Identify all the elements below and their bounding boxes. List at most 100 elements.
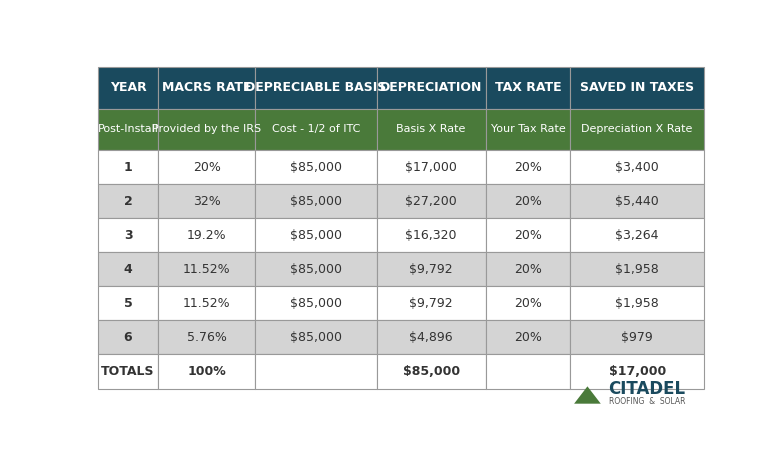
Text: $85,000: $85,000 [290, 229, 342, 242]
Bar [377, 184, 486, 218]
Text: $9,792: $9,792 [409, 263, 453, 276]
Bar [486, 355, 571, 388]
Bar [159, 109, 256, 150]
Text: $27,200: $27,200 [405, 195, 457, 208]
Text: $85,000: $85,000 [290, 263, 342, 276]
Text: $1,958: $1,958 [615, 263, 659, 276]
Text: $85,000: $85,000 [290, 331, 342, 344]
Text: MACRS RATE: MACRS RATE [162, 82, 252, 94]
Text: 20%: 20% [514, 195, 542, 208]
Bar [486, 252, 571, 287]
Text: 20%: 20% [514, 161, 542, 174]
Bar [377, 109, 486, 150]
Bar [486, 320, 571, 355]
Text: $17,000: $17,000 [405, 161, 457, 174]
Bar [486, 287, 571, 320]
Text: 11.52%: 11.52% [183, 297, 231, 310]
Text: DEPRECIABLE BASIS: DEPRECIABLE BASIS [246, 82, 386, 94]
Text: $16,320: $16,320 [405, 229, 457, 242]
Text: $9,792: $9,792 [409, 297, 453, 310]
Text: ROOFING  &  SOLAR: ROOFING & SOLAR [609, 397, 686, 406]
Bar [571, 320, 704, 355]
Bar [377, 150, 486, 184]
Text: DEPRECIATION: DEPRECIATION [380, 82, 482, 94]
Text: 5: 5 [124, 297, 132, 310]
Bar [98, 218, 159, 252]
Text: $85,000: $85,000 [290, 161, 342, 174]
Text: $17,000: $17,000 [608, 365, 665, 378]
Bar [377, 218, 486, 252]
Text: Cost - 1/2 of ITC: Cost - 1/2 of ITC [271, 124, 361, 135]
Text: 20%: 20% [514, 229, 542, 242]
Text: TAX RATE: TAX RATE [495, 82, 561, 94]
Bar [159, 320, 256, 355]
Text: 4: 4 [124, 263, 132, 276]
Bar [98, 252, 159, 287]
Bar [571, 150, 704, 184]
Text: $4,896: $4,896 [409, 331, 453, 344]
Bar [98, 67, 159, 109]
Bar [486, 109, 571, 150]
Bar [377, 67, 486, 109]
Bar [377, 252, 486, 287]
Bar [256, 320, 377, 355]
Text: 11.52%: 11.52% [183, 263, 231, 276]
Bar [159, 287, 256, 320]
Text: $85,000: $85,000 [290, 297, 342, 310]
Bar [159, 355, 256, 388]
Bar [571, 109, 704, 150]
Bar [98, 109, 159, 150]
Bar [377, 355, 486, 388]
Bar [98, 355, 159, 388]
Bar [486, 184, 571, 218]
Text: 20%: 20% [514, 331, 542, 344]
Bar [377, 320, 486, 355]
Text: 20%: 20% [193, 161, 221, 174]
Bar [98, 150, 159, 184]
Text: CITADEL: CITADEL [608, 379, 686, 398]
Bar [256, 287, 377, 320]
Bar [159, 150, 256, 184]
Bar [256, 252, 377, 287]
Text: $85,000: $85,000 [290, 195, 342, 208]
Text: 5.76%: 5.76% [187, 331, 227, 344]
Text: Basis X Rate: Basis X Rate [396, 124, 466, 135]
Text: $3,400: $3,400 [615, 161, 659, 174]
Bar [486, 150, 571, 184]
Bar [98, 184, 159, 218]
Bar [159, 67, 256, 109]
Bar [571, 67, 704, 109]
Text: 100%: 100% [188, 365, 226, 378]
Bar [571, 252, 704, 287]
Text: $5,440: $5,440 [615, 195, 659, 208]
Bar [256, 67, 377, 109]
Bar [571, 218, 704, 252]
Text: $1,958: $1,958 [615, 297, 659, 310]
Text: YEAR: YEAR [109, 82, 146, 94]
Polygon shape [574, 386, 601, 404]
Text: Post-Install: Post-Install [98, 124, 159, 135]
Text: SAVED IN TAXES: SAVED IN TAXES [580, 82, 694, 94]
Bar [571, 184, 704, 218]
Bar [256, 355, 377, 388]
Bar [486, 218, 571, 252]
Bar [159, 252, 256, 287]
Text: 1: 1 [124, 161, 132, 174]
Text: Your Tax Rate: Your Tax Rate [490, 124, 565, 135]
Bar [159, 184, 256, 218]
Text: 3: 3 [124, 229, 132, 242]
Text: 32%: 32% [193, 195, 221, 208]
Bar [377, 287, 486, 320]
Bar [256, 184, 377, 218]
Text: 20%: 20% [514, 263, 542, 276]
Text: 6: 6 [124, 331, 132, 344]
Text: $979: $979 [621, 331, 653, 344]
Bar [98, 320, 159, 355]
Text: $3,264: $3,264 [615, 229, 659, 242]
Text: 2: 2 [124, 195, 132, 208]
Text: TOTALS: TOTALS [102, 365, 155, 378]
Text: 20%: 20% [514, 297, 542, 310]
Bar [256, 218, 377, 252]
Bar [486, 67, 571, 109]
Bar [98, 287, 159, 320]
